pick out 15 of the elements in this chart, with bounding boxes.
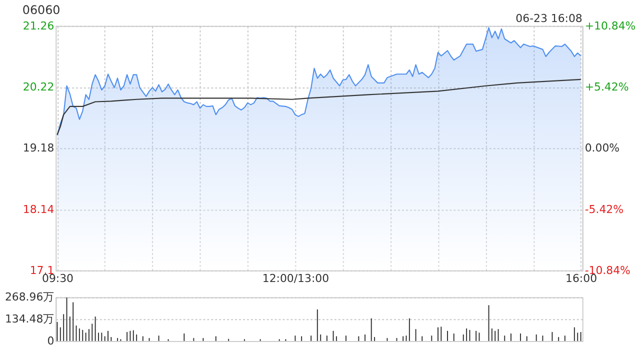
y-tick-label: 0 [47, 334, 54, 348]
text: 06-23 16:08 [516, 12, 582, 25]
y2-tick-label: 0.00% [584, 142, 620, 155]
y2-tick-label: +10.84% [584, 19, 636, 32]
x-tick-label: 12:00/13:00 [262, 272, 330, 285]
y-tick-label: 20.22 [22, 80, 54, 94]
y-tick-label: 134.48万 [4, 312, 54, 326]
y2-tick-label: +5.42% [584, 80, 629, 94]
y2-tick-label: -5.42% [584, 202, 624, 216]
y-tick-label: 268.96万 [4, 290, 54, 304]
line-series [56, 78, 582, 136]
y-tick-label: 19.18 [22, 142, 54, 155]
y-tick-label: 21.26 [22, 19, 54, 32]
y-tick-label: 18.14 [22, 202, 54, 216]
chart-title: 06060 [22, 3, 60, 18]
